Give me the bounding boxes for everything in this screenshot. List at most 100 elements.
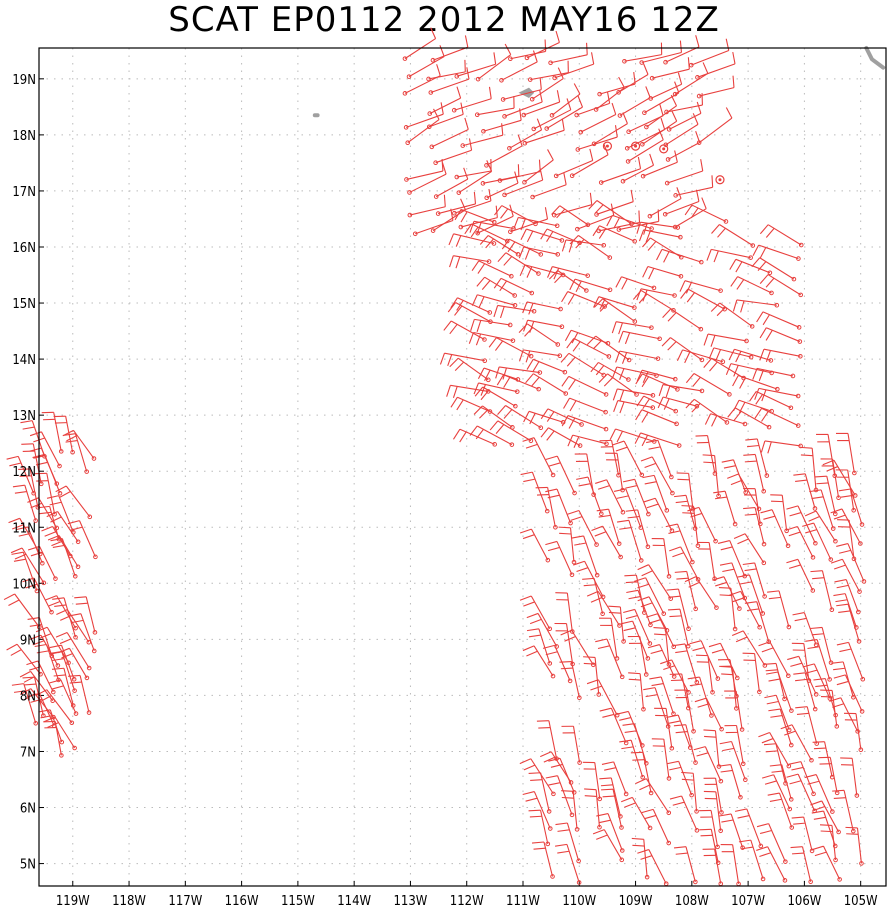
wind-barb (720, 844, 741, 887)
wind-barb (524, 30, 560, 61)
wind-barb (551, 205, 591, 228)
wind-barb (745, 438, 770, 478)
wind-barb (804, 510, 838, 544)
wind-barb (635, 778, 672, 816)
lon-label: 105W (844, 894, 878, 909)
wind-barb (616, 209, 660, 232)
wind-barb (679, 280, 723, 294)
wind-barb (449, 357, 491, 383)
wind-barb (526, 612, 559, 649)
rain-flag-marker (602, 141, 613, 151)
wind-barb (676, 472, 696, 512)
lat-label: 18N (12, 129, 36, 144)
lat-label: 12N (12, 465, 36, 480)
wind-barb (605, 452, 625, 493)
wind-barb (656, 248, 704, 265)
wind-barb (20, 688, 56, 720)
wind-barb (786, 558, 816, 593)
wind-barb (74, 596, 98, 635)
wind-barb (435, 191, 477, 216)
wind-barb (493, 304, 537, 319)
wind-barb (536, 720, 559, 761)
wind-barb (496, 374, 541, 392)
wind-barb (526, 628, 553, 666)
wind-barb (571, 535, 600, 578)
wind-barb (767, 590, 792, 630)
wind-barb (649, 676, 676, 717)
wind-barb (561, 239, 607, 253)
wind-barb (703, 790, 723, 834)
wind-barb (763, 743, 788, 786)
wind-barb (595, 638, 625, 680)
wind-barb (584, 788, 602, 830)
wind-barb (651, 738, 672, 781)
lat-label: 14N (12, 353, 36, 368)
wind-barb (787, 655, 819, 697)
lon-label: 108W (675, 894, 709, 909)
lat-label: 19N (12, 73, 36, 88)
wind-barb (545, 488, 573, 526)
wind-barb (786, 773, 817, 814)
wind-barb (845, 826, 864, 866)
wind-barb (754, 407, 801, 428)
wind-barb (624, 574, 647, 615)
lat-label: 9N (20, 633, 36, 648)
wind-barb (832, 789, 856, 834)
lat-label: 10N (12, 577, 36, 592)
wind-barb (545, 540, 575, 578)
wind-barb (695, 51, 736, 80)
wind-barb (639, 40, 683, 65)
wind-barb (473, 382, 520, 396)
wind-barb (636, 288, 677, 302)
wind-barb (713, 490, 738, 527)
wind-barb (564, 329, 611, 346)
wind-barb (636, 369, 678, 383)
wind-barb (593, 298, 638, 324)
wind-barb (673, 643, 700, 685)
wind-barb (613, 400, 656, 414)
wind-barb (545, 775, 575, 818)
wind-barb (737, 574, 766, 616)
lon-label: 107W (731, 894, 765, 909)
lon-label: 109W (619, 894, 653, 909)
wind-barb (616, 519, 644, 563)
wind-barb (694, 697, 724, 732)
wind-barb (469, 425, 515, 447)
wind-barb (719, 813, 745, 850)
wind-barb (592, 225, 637, 244)
wind-barb (658, 384, 705, 398)
wind-barb (454, 208, 497, 225)
wind-barb (703, 333, 749, 347)
wind-barb (689, 640, 721, 681)
wind-barb (474, 386, 518, 409)
wind-barb (664, 159, 704, 186)
wind-barb (561, 375, 609, 397)
wind-barb (451, 86, 492, 113)
wind-barb (684, 204, 729, 224)
wind-barb (586, 590, 622, 628)
wind-barb (3, 593, 42, 630)
wind-barb (672, 197, 707, 230)
rain-flag-marker (715, 175, 725, 185)
wind-barb (522, 118, 565, 146)
wind-barb (759, 348, 803, 362)
wind-barb (569, 278, 613, 293)
rain-flag-marker (630, 141, 641, 151)
wind-barb (518, 246, 561, 260)
wind-barb (567, 434, 609, 448)
wind-barb (767, 792, 795, 830)
wind-barb (470, 318, 513, 332)
wind-barb (575, 203, 615, 232)
wind-barb (680, 288, 727, 312)
wind-barb (834, 579, 861, 615)
wind-barb (752, 367, 796, 382)
wind-barb (430, 198, 466, 233)
wind-barb (535, 486, 558, 530)
wind-barb (729, 590, 762, 630)
wind-barb (526, 358, 568, 375)
wind-barb (489, 420, 534, 444)
wind-barb (601, 761, 629, 797)
wind-barb (522, 645, 556, 679)
wind-barb (793, 672, 818, 712)
wind-barb (34, 643, 61, 683)
